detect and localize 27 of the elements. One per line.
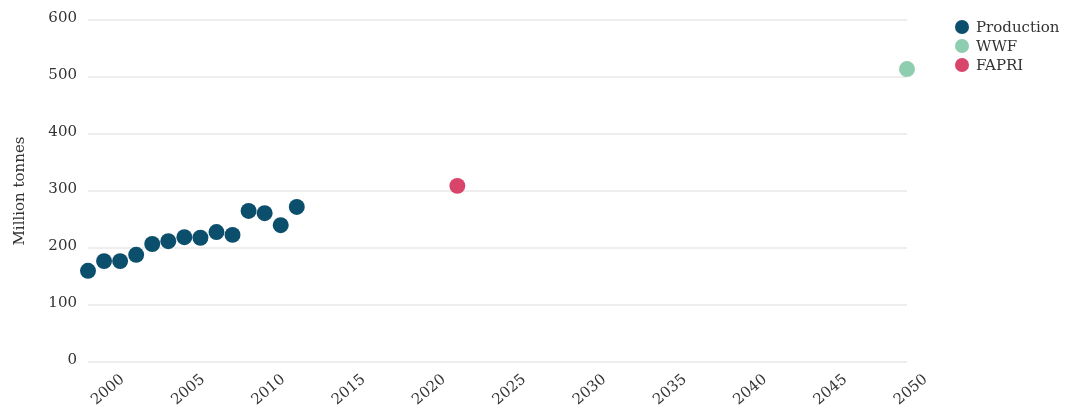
point <box>128 246 145 263</box>
y-tick-label: 300 <box>48 179 77 197</box>
y-tick-label: 200 <box>48 236 77 254</box>
point <box>449 177 466 194</box>
point <box>272 217 289 234</box>
point <box>176 229 193 246</box>
point <box>288 199 305 215</box>
y-tick-label: 500 <box>48 65 77 83</box>
y-tick-label: 0 <box>67 350 77 368</box>
point <box>224 226 241 243</box>
y-tick-label: 100 <box>48 293 77 311</box>
y-tick-label: 400 <box>48 122 77 140</box>
point <box>80 262 96 279</box>
legend-label: FAPRI <box>976 56 1024 75</box>
point <box>208 224 225 240</box>
point <box>899 61 915 77</box>
y-tick-label: 600 <box>48 8 77 26</box>
y-axis-title: Million tonnes <box>10 136 28 246</box>
point <box>144 236 161 252</box>
point <box>256 205 273 222</box>
point <box>192 229 209 246</box>
legend-label: WWF <box>976 37 1018 56</box>
point <box>160 233 177 250</box>
point <box>112 253 129 270</box>
point <box>240 202 257 219</box>
legend-label: Production <box>976 18 1060 37</box>
point <box>96 253 113 270</box>
